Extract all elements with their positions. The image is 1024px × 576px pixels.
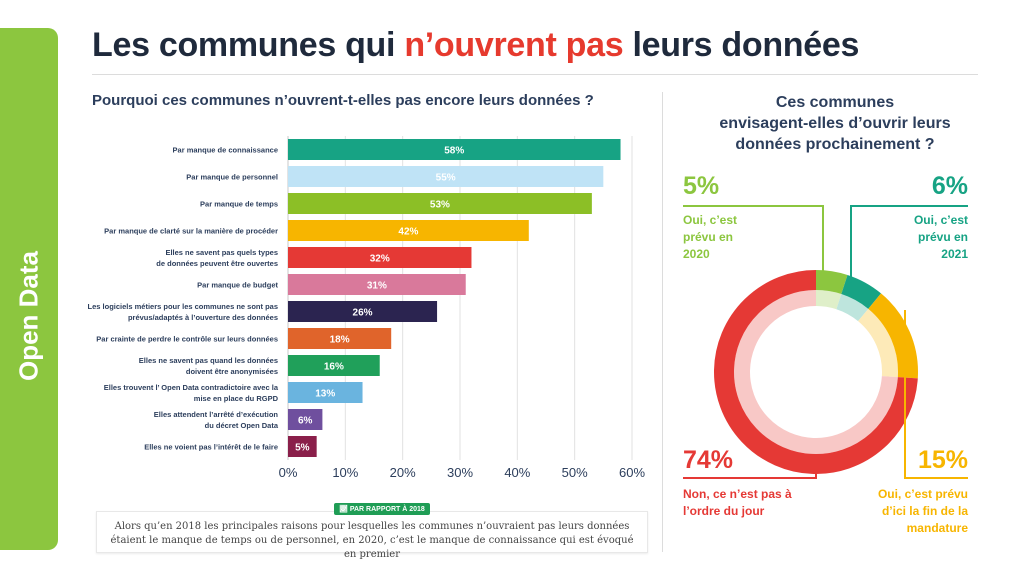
donut-slice-inner — [815, 290, 842, 310]
bar-chart-title: Pourquoi ces communes n’ouvrent-t-elles … — [92, 92, 594, 109]
category-label: Elles trouvent l’ Open Data contradictoi… — [104, 383, 279, 392]
donut-slice-inner — [857, 308, 898, 378]
category-label: doivent être anonymisées — [186, 367, 278, 376]
bar-value-label: 13% — [315, 389, 335, 400]
x-tick-label: 20% — [390, 465, 416, 480]
bar-value-label: 58% — [444, 146, 464, 157]
bar — [288, 139, 621, 160]
bar-value-label: 18% — [330, 335, 350, 346]
category-label: Par manque de budget — [197, 281, 278, 290]
donut-title-line: données prochainement ? — [735, 136, 935, 153]
chart-up-icon: 📈︎ — [339, 506, 348, 513]
label-line: Oui, c’est prévu — [877, 487, 968, 501]
category-label: Elles ne voient pas l’intérêt de le fair… — [144, 443, 278, 452]
x-tick-label: 10% — [332, 465, 358, 480]
donut-slice — [868, 293, 918, 379]
donut-slice-inner — [734, 290, 898, 454]
section-divider — [662, 92, 663, 552]
bar — [288, 436, 317, 457]
bar-value-label: 42% — [398, 227, 418, 238]
leader-line — [904, 310, 968, 479]
bar — [288, 166, 604, 187]
bar — [288, 274, 466, 295]
category-label: Par manque de temps — [200, 200, 278, 209]
note-box: Alors qu’en 2018 les principales raisons… — [96, 511, 648, 560]
bar — [288, 193, 592, 214]
bar — [288, 355, 380, 376]
label-line: d’ici la fin de la — [881, 504, 968, 518]
x-tick-label: 30% — [447, 465, 473, 480]
leader-line — [850, 205, 968, 283]
bar-value-label: 55% — [436, 173, 456, 184]
title-divider — [92, 74, 978, 75]
note-badge-label: PAR RAPPORT À 2018 — [349, 506, 425, 513]
category-label: Elles ne savent pas quels types — [165, 248, 278, 257]
bar — [288, 409, 323, 430]
bar-value-label: 31% — [367, 281, 387, 292]
category-label: Par manque de clarté sur la manière de p… — [104, 227, 278, 236]
pct-non: 74% — [683, 446, 734, 474]
donut-slice — [714, 270, 918, 474]
bar-value-label: 53% — [430, 200, 450, 211]
bar — [288, 247, 472, 268]
x-tick-label: 60% — [619, 465, 645, 480]
pct-mandature: 15% — [917, 446, 968, 474]
bar-value-label: 6% — [298, 416, 313, 427]
pct-2020: 5% — [683, 172, 720, 200]
donut-slice — [841, 274, 882, 310]
donut-slice-inner — [836, 294, 869, 322]
category-label: Par crainte de perdre le contrôle sur le… — [96, 335, 278, 344]
label-2020: Oui, c’est prévu en 2020 — [683, 212, 737, 263]
donut-title-line: Ces communes — [775, 94, 895, 111]
x-tick-label: 50% — [562, 465, 588, 480]
label-line: Non, ce n’est pas à — [683, 487, 792, 501]
label-line: mandature — [906, 521, 968, 535]
category-label: Elles ne savent pas quand les données — [139, 356, 278, 365]
label-mandature: Oui, c’est prévu d’ici la fin de la mand… — [878, 486, 968, 537]
category-label: Par manque de personnel — [186, 173, 278, 182]
title-part-2: leurs données — [623, 26, 860, 64]
sidebar-band: Open Data — [0, 28, 58, 550]
donut-chart-title: Ces communes envisagent-elles d’ouvrir l… — [700, 92, 970, 155]
label-line: Oui, c’est — [913, 213, 968, 227]
page-title: Les communes qui n’ouvrent pas leurs don… — [92, 26, 859, 65]
title-highlight: n’ouvrent pas — [404, 26, 624, 64]
category-label: Elles attendent l’arrêté d’exécution — [154, 410, 279, 419]
bar-chart: 0% 10% 20% 30% 40% 50% 60% 58% Par manque de con… — [88, 136, 645, 480]
pct-2021: 6% — [931, 172, 968, 200]
bar — [288, 220, 529, 241]
bar-value-label: 26% — [353, 308, 373, 319]
bar-value-label: 16% — [324, 362, 344, 373]
bar-value-label: 5% — [295, 443, 310, 454]
bar-value-label: 32% — [370, 254, 390, 265]
category-label: du décret Open Data — [205, 421, 279, 430]
category-label: prévus/adaptés à l’ouverture des données — [128, 313, 278, 322]
note-text: Alors qu’en 2018 les principales raisons… — [110, 521, 634, 560]
label-line: l’ordre du jour — [683, 504, 765, 518]
label-line: 2021 — [941, 247, 968, 261]
donut-title-line: envisagent-elles d’ouvrir leurs — [719, 115, 951, 132]
category-label: de données peuvent être ouvertes — [156, 259, 278, 268]
bar — [288, 382, 363, 403]
note-badge: 📈︎ PAR RAPPORT À 2018 — [334, 503, 430, 515]
leader-line — [683, 205, 824, 272]
label-line: Oui, c’est — [683, 213, 738, 227]
title-part-1: Les communes qui — [92, 26, 405, 64]
label-line: prévu en — [683, 230, 734, 244]
leader-line — [683, 474, 817, 479]
bar — [288, 328, 392, 349]
category-label: mise en place du RGPD — [194, 394, 279, 403]
label-non: Non, ce n’est pas à l’ordre du jour — [683, 486, 792, 520]
x-tick-label: 40% — [504, 465, 530, 480]
bar — [288, 301, 438, 322]
label-2021: Oui, c’est prévu en 2021 — [914, 212, 968, 263]
label-line: prévu en — [917, 230, 968, 244]
category-label: Par manque de connaissance — [173, 146, 278, 155]
category-label: Les logiciels métiers pour les communes … — [88, 302, 278, 311]
x-tick-label: 0% — [279, 465, 298, 480]
label-line: 2020 — [683, 247, 710, 261]
donut-slice — [815, 270, 848, 295]
